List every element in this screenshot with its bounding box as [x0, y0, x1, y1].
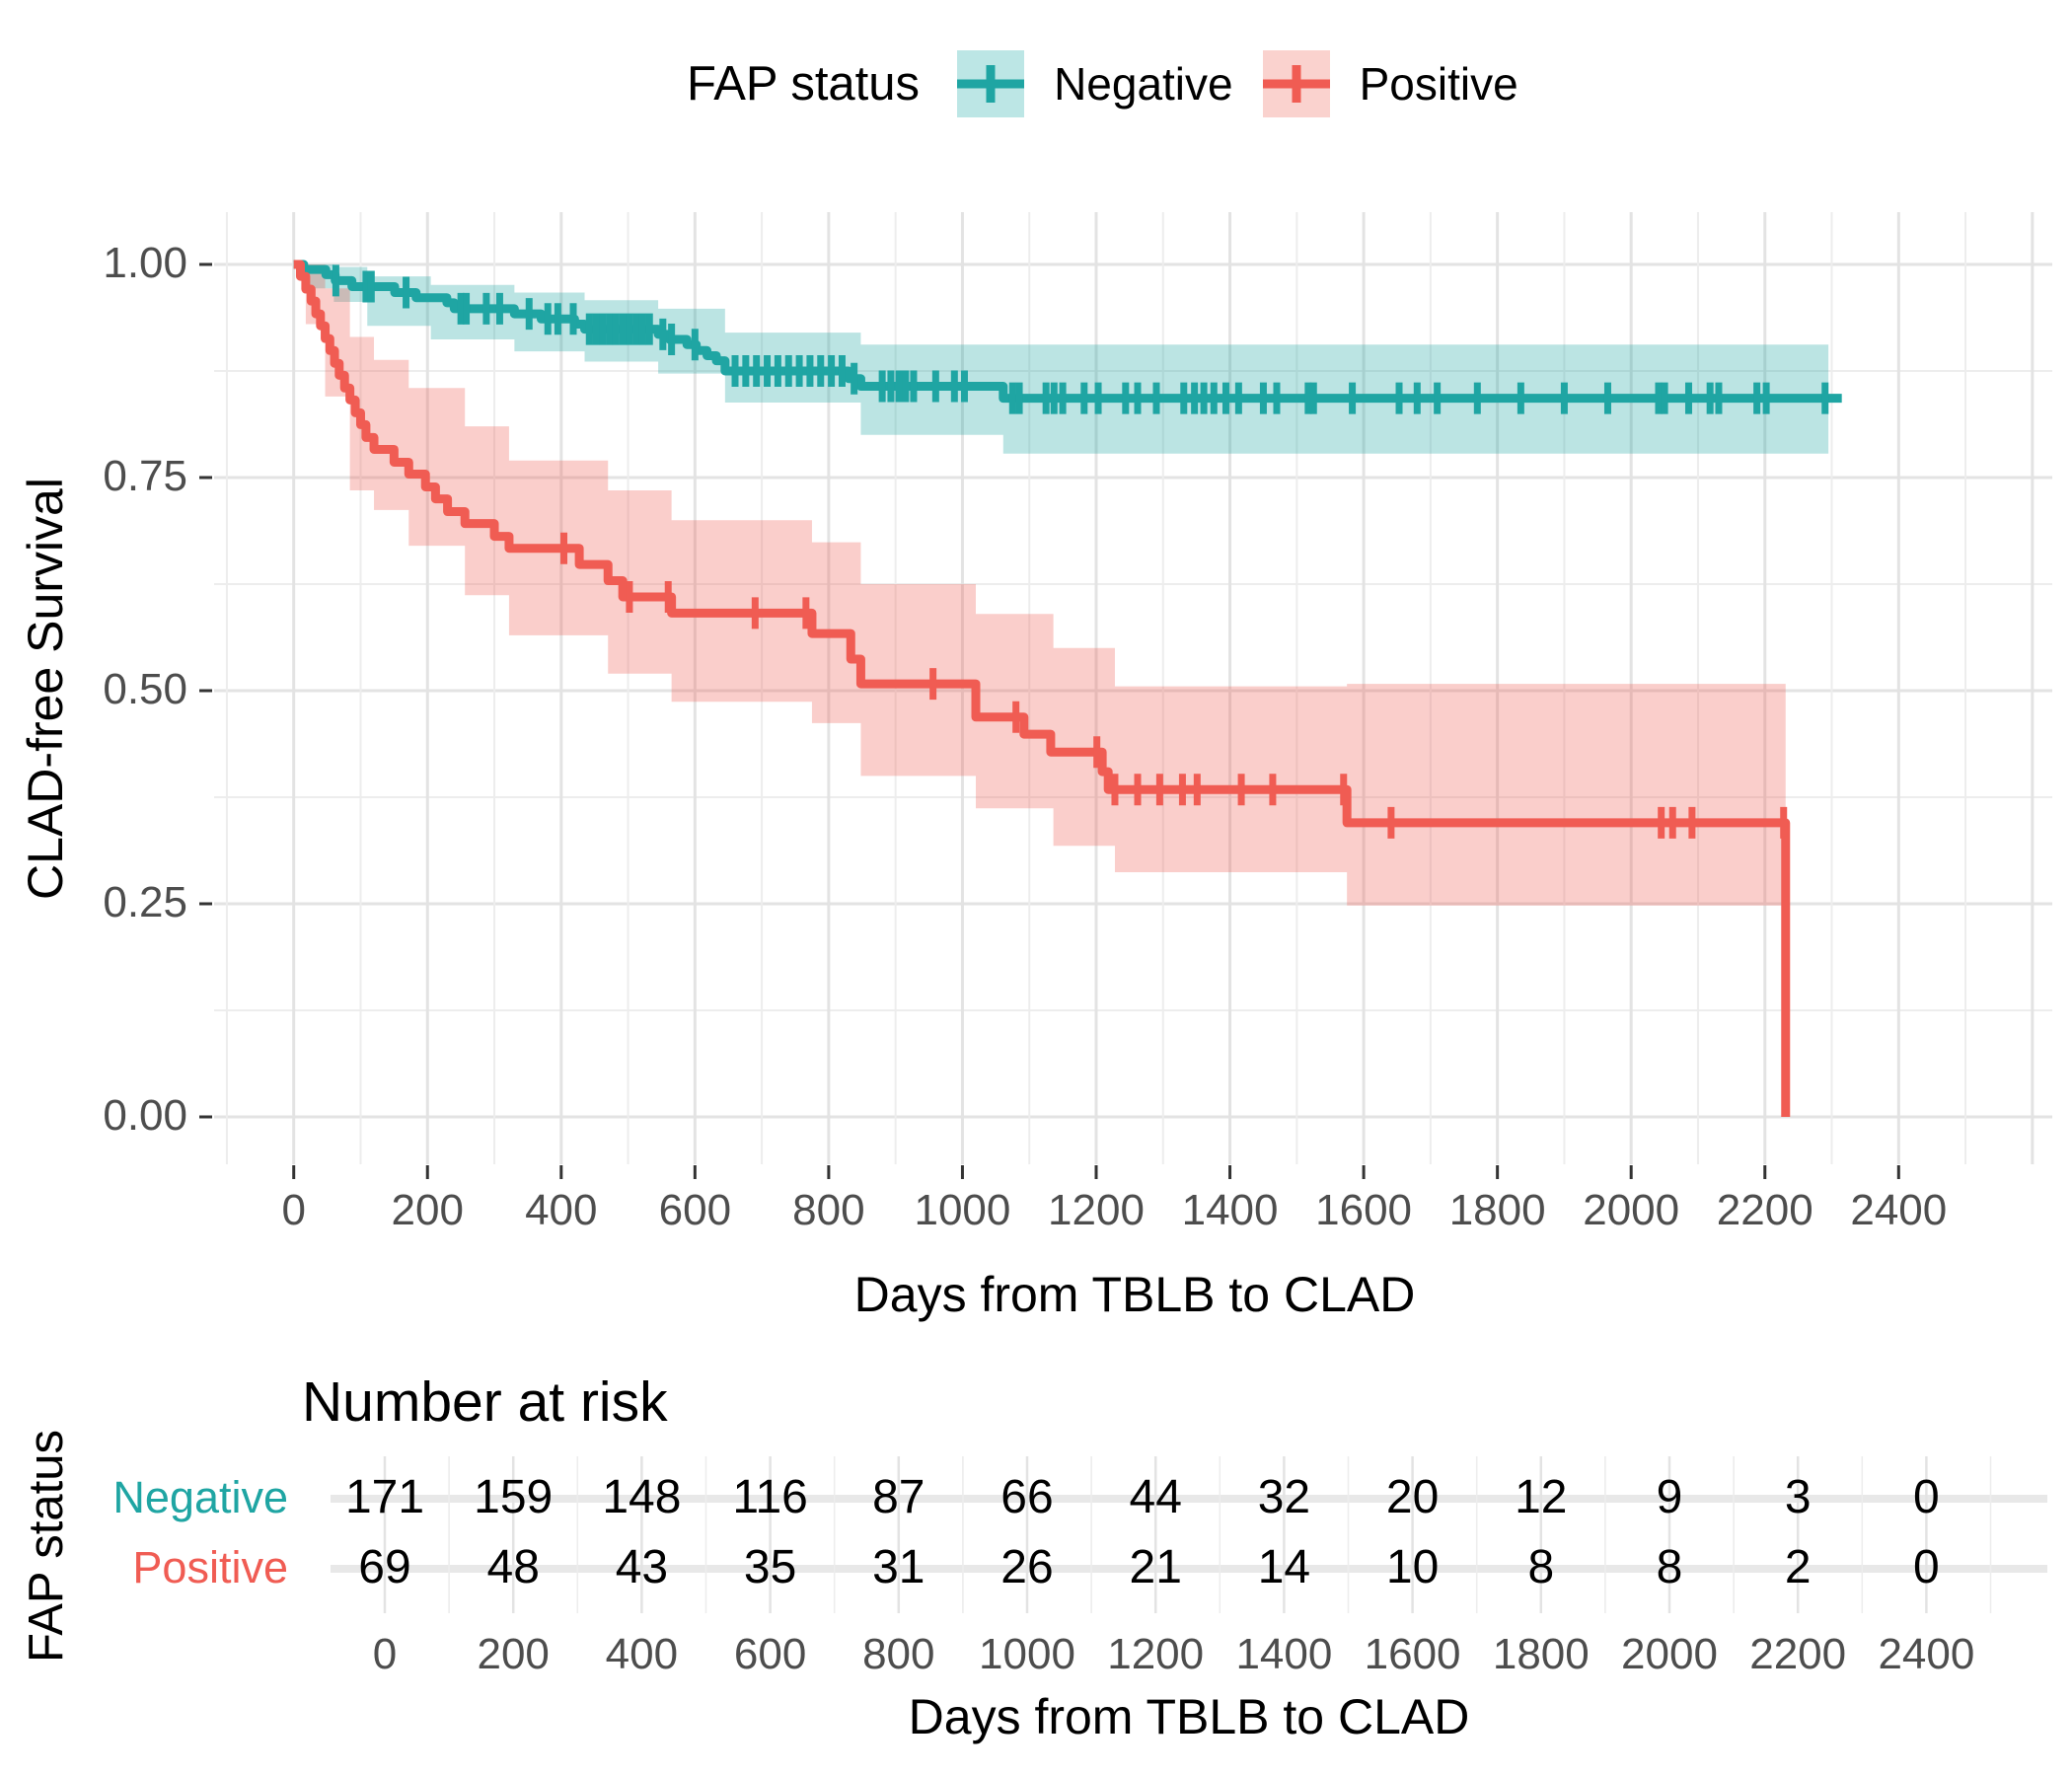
- risk-count: 87: [872, 1471, 925, 1523]
- risk-x-tick-label: 600: [733, 1630, 807, 1678]
- x-tick-label: 800: [792, 1186, 865, 1234]
- x-tick-label: 2200: [1716, 1186, 1813, 1234]
- risk-count: 20: [1385, 1471, 1440, 1523]
- risk-count: 69: [358, 1541, 411, 1593]
- ci-band-negative: [293, 264, 1829, 454]
- y-tick-label: 0.25: [103, 878, 187, 926]
- risk-count: 2: [1784, 1541, 1812, 1593]
- legend: FAP status Negative Positive: [687, 37, 1518, 130]
- risk-row-label-positive: Positive: [132, 1542, 288, 1592]
- x-tick-label: 1000: [914, 1186, 1011, 1234]
- risk-count: 31: [872, 1541, 925, 1593]
- risk-count: 66: [1000, 1471, 1054, 1523]
- main-gridlines: [214, 212, 2052, 1164]
- axis-ticks: [199, 262, 1900, 1179]
- risk-count: 43: [615, 1541, 669, 1593]
- x-tick-label: 0: [281, 1186, 306, 1234]
- risk-table-panel: [331, 1456, 2047, 1613]
- x-tick-label: 600: [658, 1186, 732, 1234]
- legend-key-negative-icon: [957, 50, 1025, 117]
- risk-x-tick-label: 1000: [979, 1630, 1075, 1678]
- risk-row-band: [331, 1495, 2047, 1503]
- risk-count: 21: [1129, 1541, 1182, 1593]
- risk-x-tick-label: 200: [477, 1630, 550, 1678]
- y-tick-label: 0.50: [103, 665, 187, 713]
- risk-x-axis-title: Days from TBLB to CLAD: [908, 1689, 1470, 1744]
- survival-curves: [293, 259, 1842, 1117]
- x-tick-label: 1400: [1181, 1186, 1279, 1234]
- risk-x-tick-label: 2200: [1749, 1630, 1847, 1678]
- x-tick-label: 400: [525, 1186, 598, 1234]
- legend-title: FAP status: [687, 57, 921, 111]
- risk-count: 3: [1784, 1471, 1812, 1523]
- risk-count: 44: [1129, 1471, 1182, 1523]
- risk-count: 171: [344, 1471, 425, 1523]
- legend-key-positive-censor-tick: [1292, 65, 1301, 103]
- risk-x-tick-label: 1600: [1364, 1630, 1461, 1678]
- risk-count: 14: [1257, 1541, 1311, 1593]
- risk-x-tick-label: 800: [862, 1630, 935, 1678]
- risk-table-title: Number at risk: [302, 1370, 668, 1434]
- legend-key-positive-icon: [1262, 50, 1330, 117]
- x-axis-title: Days from TBLB to CLAD: [853, 1267, 1416, 1322]
- survival-curve-negative: [293, 259, 1842, 404]
- x-tick-label: 1600: [1315, 1186, 1413, 1234]
- risk-x-tick-label: 1800: [1492, 1630, 1590, 1678]
- risk-count: 0: [1913, 1471, 1940, 1523]
- confidence-bands: [293, 264, 1829, 906]
- y-tick-label: 0.00: [103, 1091, 187, 1140]
- risk-count: 32: [1257, 1471, 1311, 1523]
- risk-count: 10: [1385, 1541, 1440, 1593]
- risk-x-tick-label: 1200: [1107, 1630, 1205, 1678]
- x-tick-label: 1800: [1448, 1186, 1546, 1234]
- survival-curve-positive: [293, 259, 1791, 1117]
- risk-count: 8: [1656, 1541, 1683, 1593]
- risk-x-tick-label: 2000: [1621, 1630, 1718, 1678]
- censor-marks: [332, 264, 1829, 839]
- x-tick-label: 200: [391, 1186, 464, 1234]
- risk-x-tick-label: 1400: [1235, 1630, 1333, 1678]
- x-tick-label: 2000: [1583, 1186, 1680, 1234]
- risk-count: 0: [1913, 1541, 1940, 1593]
- risk-count: 8: [1527, 1541, 1555, 1593]
- risk-count: 12: [1515, 1471, 1568, 1523]
- risk-count: 159: [474, 1471, 554, 1523]
- risk-x-tick-label: 0: [372, 1630, 398, 1678]
- risk-count: 148: [602, 1471, 682, 1523]
- y-tick-label: 1.00: [103, 239, 187, 287]
- legend-label-positive: Positive: [1359, 58, 1518, 110]
- legend-label-negative: Negative: [1054, 58, 1233, 110]
- risk-x-tick-label: 2400: [1878, 1630, 1975, 1678]
- risk-count: 48: [486, 1541, 540, 1593]
- risk-x-tick-label: 400: [605, 1630, 679, 1678]
- risk-row-band: [331, 1565, 2047, 1573]
- risk-row-label-negative: Negative: [112, 1472, 288, 1522]
- risk-count: 116: [732, 1471, 808, 1523]
- x-tick-label: 2400: [1850, 1186, 1948, 1234]
- risk-count: 26: [1000, 1541, 1054, 1593]
- ci-band-positive: [293, 264, 1786, 906]
- x-tick-label: 1200: [1048, 1186, 1145, 1234]
- y-tick-label: 0.75: [103, 452, 187, 500]
- risk-count: 9: [1656, 1471, 1683, 1523]
- risk-count: 35: [743, 1541, 797, 1593]
- legend-key-negative-censor-tick: [986, 65, 996, 103]
